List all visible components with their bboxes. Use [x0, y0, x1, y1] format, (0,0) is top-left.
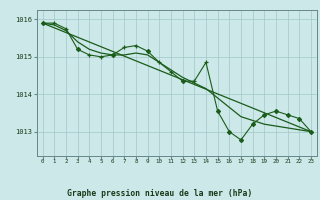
Text: Graphe pression niveau de la mer (hPa): Graphe pression niveau de la mer (hPa): [68, 189, 252, 198]
